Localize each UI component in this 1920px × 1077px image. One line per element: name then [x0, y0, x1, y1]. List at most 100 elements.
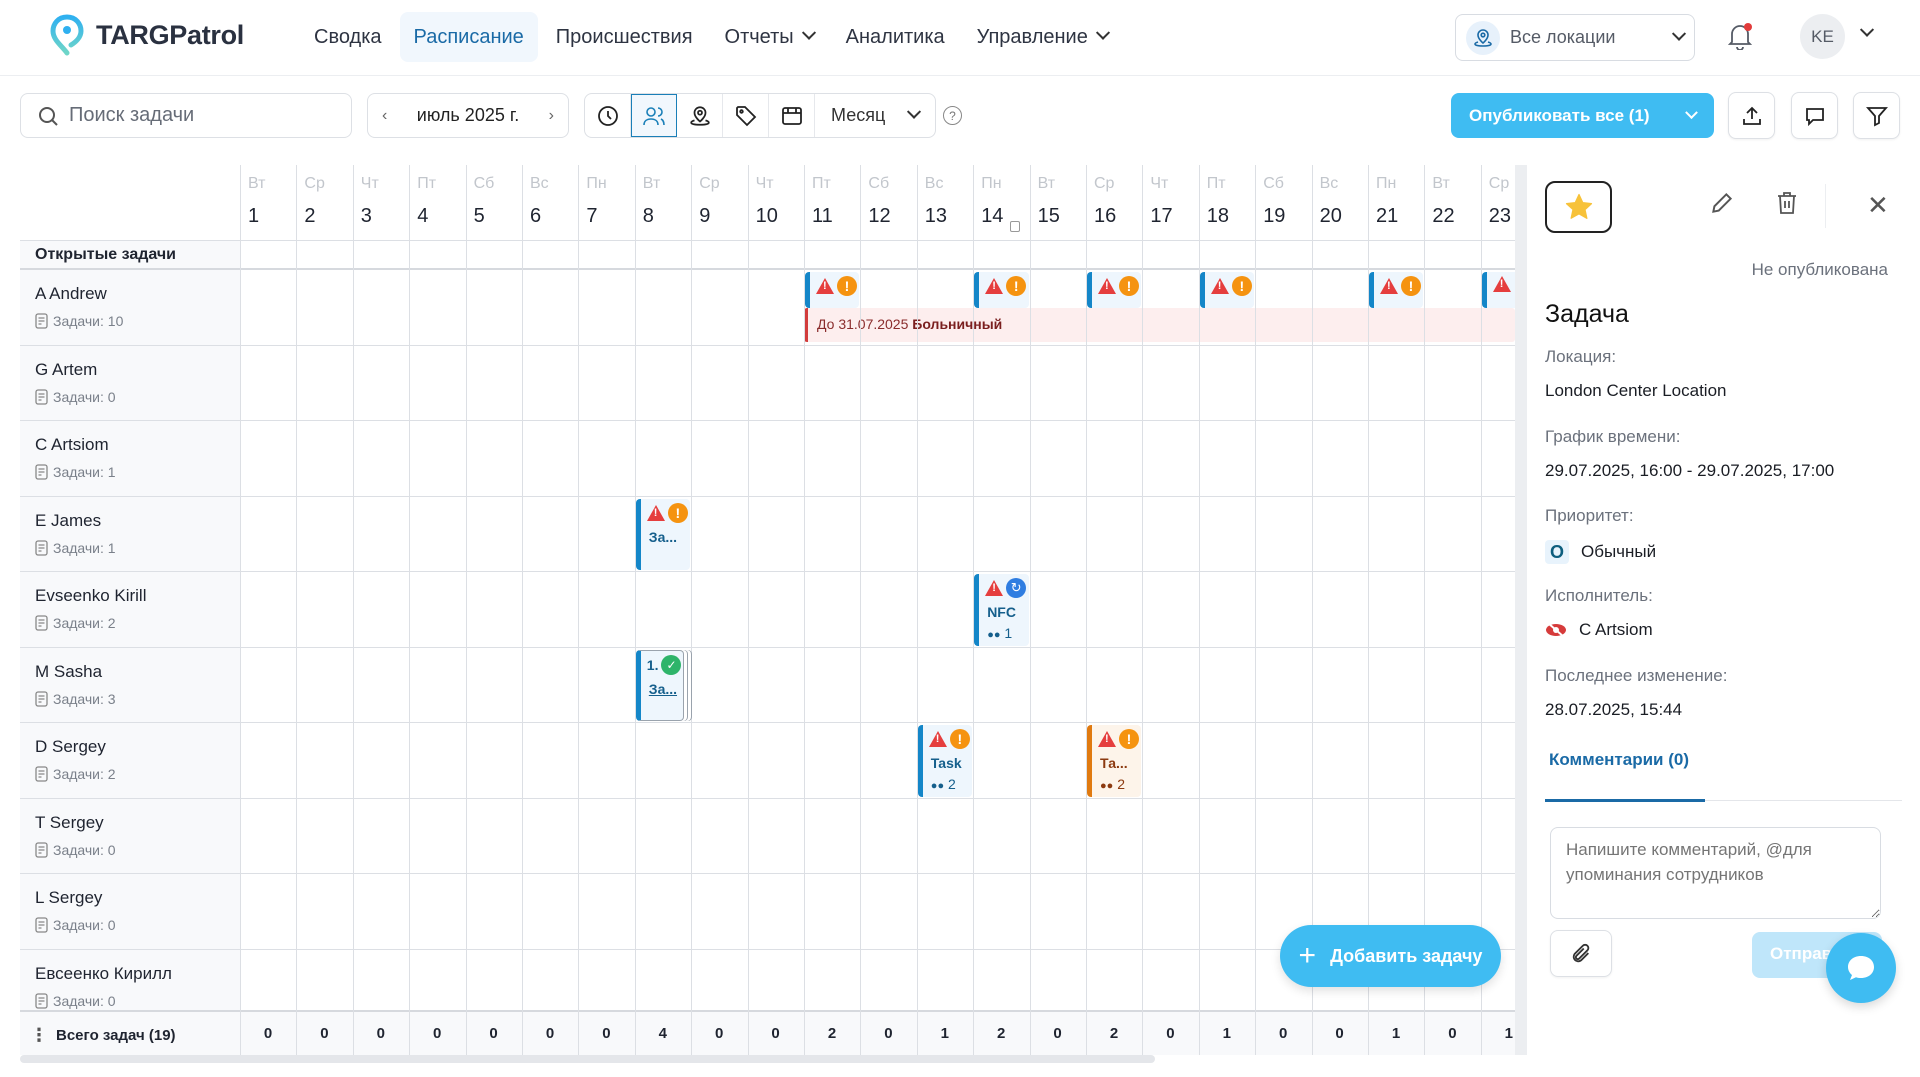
- comment-input[interactable]: [1550, 827, 1881, 919]
- open-tasks-row[interactable]: Открытые задачи: [20, 240, 1515, 270]
- task-card[interactable]: ! Task ●● 2: [917, 725, 973, 797]
- task-card[interactable]: !: [1199, 272, 1255, 308]
- filter-button[interactable]: [1853, 92, 1900, 139]
- month-navigator: ‹ июль 2025 г. ›: [367, 93, 569, 138]
- more-vertical-icon[interactable]: ⋮: [30, 1025, 48, 1045]
- day-number: 5: [473, 205, 485, 227]
- day-header[interactable]: Вт 8: [634, 165, 691, 240]
- day-header[interactable]: Ср 2: [296, 165, 352, 240]
- period-select[interactable]: Месяц: [815, 94, 935, 137]
- nav-management[interactable]: Управление: [963, 12, 1122, 62]
- day-header[interactable]: Пн 14: [973, 165, 1029, 240]
- tab-comments[interactable]: Комментарии (0): [1549, 750, 1689, 769]
- favorite-button[interactable]: [1545, 181, 1612, 233]
- task-card[interactable]: [1481, 272, 1515, 308]
- grid-vertical-scrollbar[interactable]: [1515, 165, 1527, 1055]
- day-header[interactable]: Вс 20: [1311, 165, 1368, 240]
- task-card[interactable]: !: [1369, 272, 1424, 308]
- task-card[interactable]: ! За...: [635, 498, 691, 570]
- day-header[interactable]: Сб 5: [465, 165, 522, 240]
- view-calendar-button[interactable]: [769, 94, 815, 137]
- day-header[interactable]: Пн 21: [1368, 165, 1424, 240]
- day-header[interactable]: Чт 10: [747, 165, 804, 240]
- day-header[interactable]: Сб 19: [1255, 165, 1311, 240]
- prev-month-button[interactable]: ‹: [382, 106, 388, 124]
- day-header[interactable]: Ср 9: [691, 165, 747, 240]
- next-month-button[interactable]: ›: [548, 106, 554, 124]
- help-icon[interactable]: ?: [943, 106, 962, 125]
- logo[interactable]: TARGPatrol: [50, 14, 244, 56]
- view-locations-button[interactable]: [677, 94, 723, 137]
- user-avatar[interactable]: KE: [1800, 14, 1845, 59]
- employee-cell[interactable]: E James Задачи: 1: [20, 496, 240, 571]
- add-task-button[interactable]: + Добавить задачу: [1280, 925, 1501, 987]
- day-header[interactable]: Вт 1: [240, 165, 296, 240]
- view-tags-button[interactable]: [723, 94, 769, 137]
- day-header[interactable]: Чт 17: [1142, 165, 1198, 240]
- bell-icon[interactable]: [1727, 22, 1753, 55]
- view-employees-button[interactable]: [631, 94, 677, 137]
- day-header[interactable]: Вт 15: [1029, 165, 1086, 240]
- day-header[interactable]: Пн 7: [578, 165, 634, 240]
- nav-schedule[interactable]: Расписание: [399, 12, 538, 62]
- day-header[interactable]: Пт 4: [409, 165, 465, 240]
- task-count-text: Задачи: 0: [53, 992, 116, 1009]
- employee-cell[interactable]: G Artem Задачи: 0: [20, 345, 240, 420]
- location-select[interactable]: Все локации: [1455, 14, 1695, 61]
- warning-icon: [1098, 731, 1116, 747]
- document-icon: [35, 313, 48, 329]
- task-card[interactable]: !: [974, 272, 1029, 308]
- footprints-icon: ●●: [930, 780, 945, 792]
- task-card[interactable]: 1. ✓ За...: [635, 649, 685, 721]
- employee-cell[interactable]: C Artsiom Задачи: 1: [20, 421, 240, 496]
- day-header[interactable]: Ср 16: [1086, 165, 1142, 240]
- day-header[interactable]: Чт 3: [352, 165, 409, 240]
- user-menu-chevron-icon[interactable]: [1859, 22, 1875, 37]
- export-button[interactable]: [1728, 92, 1775, 139]
- employee-cell[interactable]: D Sergey Задачи: 2: [20, 723, 240, 798]
- employee-cell[interactable]: Evseenko Kirill Задачи: 2: [20, 572, 240, 647]
- search-input[interactable]: [69, 104, 329, 127]
- task-title: За...: [648, 680, 678, 697]
- chevron-down-icon[interactable]: [1685, 106, 1698, 120]
- employee-cell[interactable]: A Andrew Задачи: 10: [20, 270, 240, 345]
- filter-icon: [1865, 106, 1888, 126]
- employee-cell[interactable]: M Sasha Задачи: 3: [20, 647, 240, 722]
- employee-cell[interactable]: T Sergey Задачи: 0: [20, 798, 240, 873]
- active-tab-indicator: [1545, 799, 1705, 802]
- task-card[interactable]: !: [1087, 272, 1142, 308]
- day-header[interactable]: Вс 13: [916, 165, 973, 240]
- day-number: 14: [981, 205, 1004, 227]
- task-card[interactable]: ! Та... ●● 2: [1087, 725, 1142, 797]
- day-header[interactable]: Вс 6: [522, 165, 578, 240]
- employee-cell[interactable]: L Sergey Задачи: 0: [20, 874, 240, 949]
- delete-button[interactable]: [1775, 190, 1799, 221]
- comments-button[interactable]: [1791, 92, 1838, 139]
- day-header[interactable]: Пт 11: [804, 165, 860, 240]
- grid-horizontal-scrollbar[interactable]: [20, 1055, 1155, 1063]
- nav-analytics[interactable]: Аналитика: [832, 12, 959, 62]
- nav-incidents[interactable]: Происшествия: [542, 12, 707, 62]
- day-header[interactable]: Пт 18: [1198, 165, 1255, 240]
- support-chat-button[interactable]: [1826, 933, 1896, 1003]
- task-card[interactable]: ↻ NFC ●● 1: [974, 574, 1029, 646]
- publish-all-button[interactable]: Опубликовать все (1): [1451, 93, 1714, 138]
- task-search[interactable]: [20, 93, 352, 138]
- day-number: 6: [530, 205, 542, 227]
- view-time-button[interactable]: [585, 94, 631, 137]
- day-header[interactable]: Ср 23: [1480, 165, 1515, 240]
- nav-reports[interactable]: Отчеты: [711, 12, 828, 62]
- attach-button[interactable]: [1550, 930, 1612, 977]
- employee-row: L Sergey Задачи: 0: [20, 874, 1515, 950]
- absence-bar[interactable]: До 31.07.2025 Больничный: [804, 308, 1515, 342]
- task-card[interactable]: !: [805, 272, 860, 308]
- location-select-value: Все локации: [1510, 27, 1616, 47]
- edit-button[interactable]: [1709, 190, 1735, 221]
- grid-column-line: [296, 240, 298, 1055]
- day-total: 0: [1335, 1025, 1344, 1042]
- close-icon[interactable]: ✕: [1867, 190, 1889, 220]
- note-icon[interactable]: [1010, 221, 1021, 232]
- nav-summary[interactable]: Сводка: [300, 12, 396, 62]
- day-header[interactable]: Вт 22: [1424, 165, 1480, 240]
- day-header[interactable]: Сб 12: [860, 165, 916, 240]
